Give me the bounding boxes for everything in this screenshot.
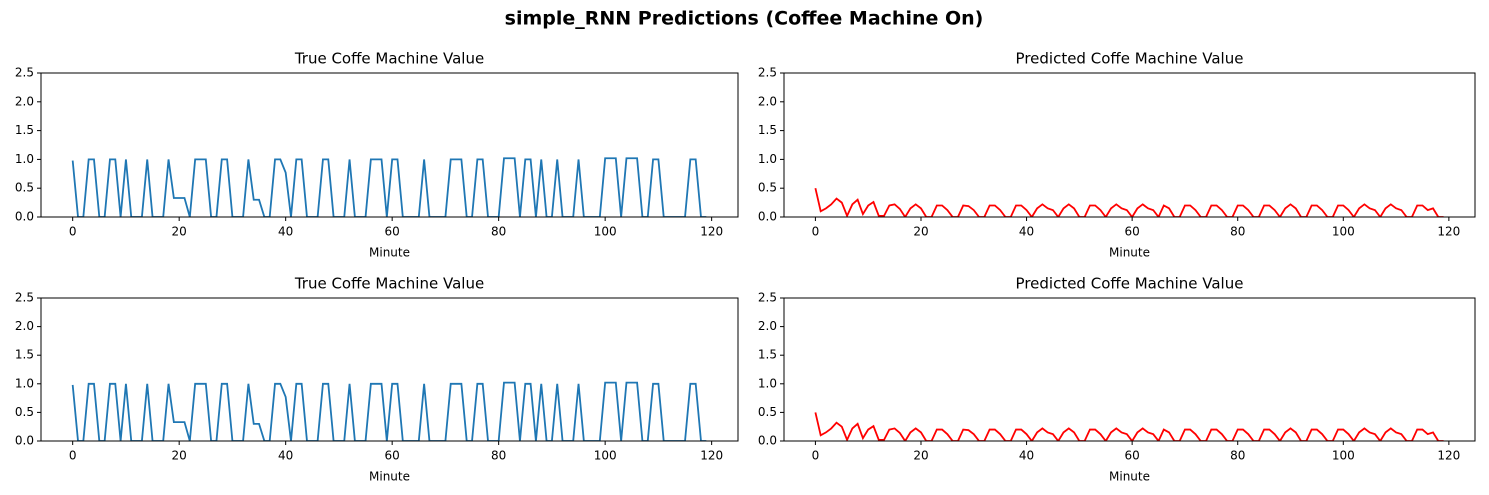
y-tick-label: 0.0 bbox=[758, 210, 777, 224]
x-tick-label: 100 bbox=[594, 449, 617, 463]
y-tick-label: 1.5 bbox=[15, 123, 34, 137]
y-tick-label: 1.5 bbox=[758, 348, 777, 362]
x-tick-label: 100 bbox=[1332, 449, 1355, 463]
x-tick-label: 40 bbox=[278, 225, 293, 239]
y-tick-label: 2.5 bbox=[15, 291, 34, 305]
x-tick-label: 20 bbox=[172, 449, 187, 463]
x-tick-label: 120 bbox=[1437, 449, 1460, 463]
figure-title: simple_RNN Predictions (Coffee Machine O… bbox=[505, 8, 984, 30]
x-tick-label: 0 bbox=[69, 225, 77, 239]
y-tick-label: 2.5 bbox=[758, 66, 777, 80]
y-tick-label: 2.5 bbox=[15, 66, 34, 80]
x-tick-label: 80 bbox=[1230, 449, 1245, 463]
x-tick-label: 80 bbox=[491, 225, 506, 239]
y-tick-label: 0.0 bbox=[15, 434, 34, 448]
axes-frame bbox=[40, 297, 739, 442]
y-tick-label: 0.5 bbox=[758, 405, 777, 419]
y-tick-label: 1.0 bbox=[758, 152, 777, 166]
axes-frame bbox=[783, 72, 1476, 218]
x-tick-label: 20 bbox=[172, 225, 187, 239]
x-tick-label: 120 bbox=[1437, 225, 1460, 239]
x-tick-label: 0 bbox=[69, 449, 77, 463]
x-axis-label: Minute bbox=[369, 470, 410, 484]
y-tick-label: 1.5 bbox=[15, 348, 34, 362]
y-tick-label: 1.0 bbox=[15, 152, 34, 166]
x-tick-label: 0 bbox=[812, 225, 820, 239]
y-tick-label: 2.0 bbox=[758, 94, 777, 108]
x-tick-label: 40 bbox=[1019, 449, 1034, 463]
y-tick-label: 0.0 bbox=[15, 210, 34, 224]
panel-title: Predicted Coffe Machine Value bbox=[1016, 275, 1244, 293]
panel-title: Predicted Coffe Machine Value bbox=[1016, 50, 1244, 68]
x-tick-label: 60 bbox=[385, 225, 400, 239]
panel-title: True Coffe Machine Value bbox=[294, 50, 484, 68]
x-tick-label: 40 bbox=[278, 449, 293, 463]
data-line bbox=[814, 187, 1444, 217]
y-tick-label: 0.0 bbox=[758, 434, 777, 448]
x-tick-label: 60 bbox=[1124, 225, 1139, 239]
x-tick-label: 80 bbox=[1230, 225, 1245, 239]
x-tick-label: 0 bbox=[812, 449, 820, 463]
x-tick-label: 60 bbox=[1124, 449, 1139, 463]
x-axis-label: Minute bbox=[369, 246, 410, 260]
y-tick-label: 2.0 bbox=[15, 319, 34, 333]
x-tick-label: 40 bbox=[1019, 225, 1034, 239]
panel-title: True Coffe Machine Value bbox=[294, 275, 484, 293]
x-tick-label: 60 bbox=[385, 449, 400, 463]
x-tick-label: 80 bbox=[491, 449, 506, 463]
y-tick-label: 0.5 bbox=[758, 181, 777, 195]
x-tick-label: 20 bbox=[913, 449, 928, 463]
x-axis-label: Minute bbox=[1109, 470, 1150, 484]
data-line bbox=[814, 412, 1444, 441]
y-tick-label: 0.5 bbox=[15, 181, 34, 195]
y-tick-label: 1.0 bbox=[15, 376, 34, 390]
y-tick-label: 0.5 bbox=[15, 405, 34, 419]
x-tick-label: 100 bbox=[1332, 225, 1355, 239]
data-line bbox=[71, 157, 707, 217]
x-axis-label: Minute bbox=[1109, 246, 1150, 260]
x-tick-label: 120 bbox=[700, 449, 723, 463]
data-line bbox=[71, 381, 707, 441]
axes-frame bbox=[783, 297, 1476, 442]
y-tick-label: 2.5 bbox=[758, 291, 777, 305]
y-tick-label: 2.0 bbox=[15, 94, 34, 108]
x-tick-label: 120 bbox=[700, 225, 723, 239]
y-tick-label: 1.0 bbox=[758, 376, 777, 390]
axes-frame bbox=[40, 72, 739, 218]
x-tick-label: 20 bbox=[913, 225, 928, 239]
y-tick-label: 1.5 bbox=[758, 123, 777, 137]
y-tick-label: 2.0 bbox=[758, 319, 777, 333]
x-tick-label: 100 bbox=[594, 225, 617, 239]
